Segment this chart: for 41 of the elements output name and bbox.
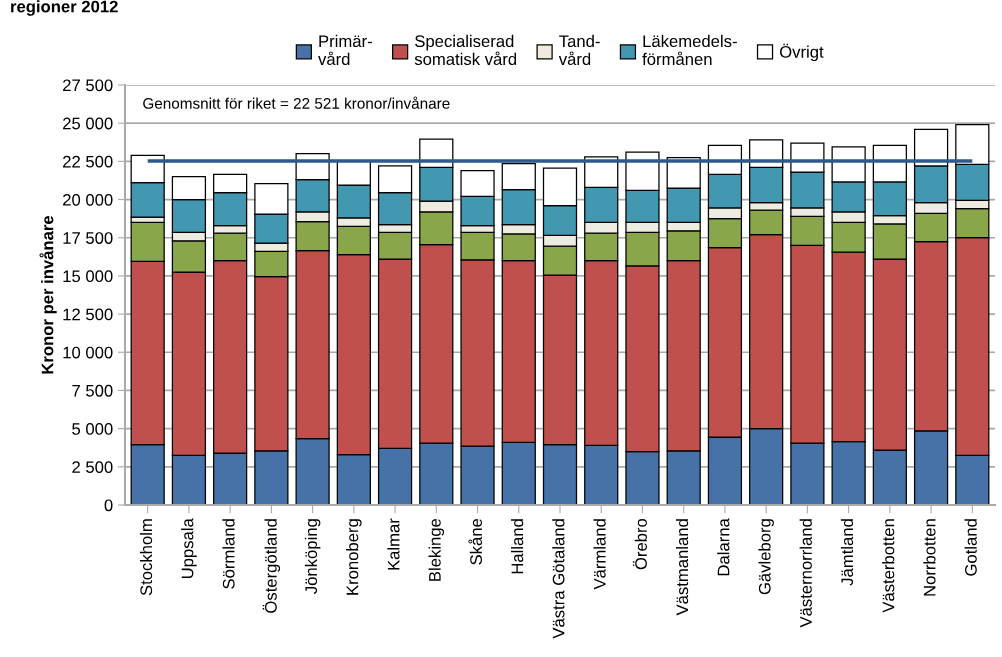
- x-tick-label: Gotland: [964, 519, 977, 576]
- legend-label: Övrigt: [779, 43, 824, 62]
- x-tick-label: Jämtland: [840, 519, 854, 586]
- y-tick-label: 20 000: [63, 193, 113, 206]
- y-tick-label: 7 500: [72, 384, 113, 397]
- x-tick-label: Skåne: [468, 518, 483, 565]
- x-tick-label: Stockholm: [139, 519, 153, 596]
- x-tick-label: Uppsala: [181, 518, 197, 579]
- x-tick-label: Blekinge: [428, 518, 445, 581]
- legend-label: Läkemedels- förmånen: [642, 34, 737, 66]
- chart-title: regioner 2012: [11, 0, 118, 16]
- y-tick-label: 25 000: [63, 117, 113, 130]
- x-tick-label: Gävleborg: [758, 519, 774, 595]
- legend-label: Primär- vård: [318, 34, 372, 66]
- x-tick-label: Dalarna: [717, 518, 730, 576]
- x-tick-label: Västra Götaland: [552, 519, 565, 639]
- y-tick-label: 0: [104, 499, 113, 512]
- y-axis-title: Kronor per invånare: [39, 215, 57, 374]
- x-tick-label: Västmanland: [675, 519, 689, 616]
- x-tick-label: Kalmar: [387, 518, 400, 570]
- x-tick-label: Kronoberg: [346, 519, 362, 595]
- x-tick-label: Norrbotten: [923, 519, 936, 596]
- legend-label: Specialiserad somatisk vård: [414, 34, 517, 66]
- annotation: Genomsnitt för riket = 22 521 kronor/invånare: [143, 96, 450, 109]
- x-tick-label: Örebro: [632, 518, 647, 570]
- x-tick-label: Västerbotten: [882, 519, 895, 613]
- y-tick-label: 22 500: [63, 155, 113, 168]
- y-tick-label: 2 500: [72, 461, 113, 474]
- x-tick-label: Halland: [511, 519, 524, 574]
- x-tick-label: Värmland: [593, 519, 606, 590]
- y-tick-label: 15 000: [63, 270, 113, 283]
- x-tick-label: Västernorrland: [799, 519, 812, 628]
- x-tick-label: Sörmland: [222, 519, 235, 589]
- y-tick-label: 17 500: [63, 232, 113, 244]
- y-tick-label: 12 500: [63, 308, 113, 321]
- x-tick-label: Jönköping: [304, 519, 321, 594]
- y-tick-label: 5 000: [72, 423, 113, 435]
- y-tick-label: 27 500: [63, 79, 113, 92]
- x-tick-label: Östergötland: [262, 519, 281, 613]
- y-tick-label: 10 000: [63, 346, 113, 359]
- legend-label: Tand- vård: [558, 34, 600, 66]
